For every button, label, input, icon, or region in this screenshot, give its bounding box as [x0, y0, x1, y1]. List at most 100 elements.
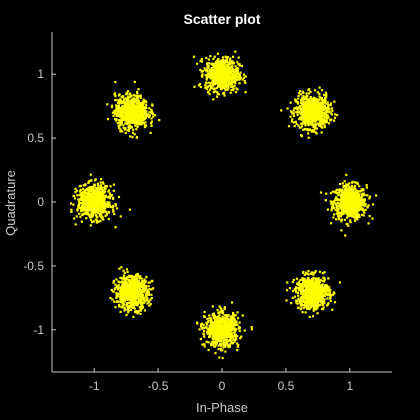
data-point [221, 73, 224, 76]
data-point [351, 206, 354, 209]
data-point [133, 293, 136, 296]
data-point [214, 64, 217, 67]
data-point [324, 112, 327, 115]
data-point [215, 320, 218, 324]
data-point [223, 86, 226, 89]
data-point [124, 97, 127, 100]
data-point [296, 113, 299, 116]
data-point [121, 302, 124, 305]
data-point [220, 85, 223, 88]
data-point [200, 57, 203, 61]
data-point [211, 81, 214, 84]
data-point [128, 289, 131, 292]
data-point [134, 109, 137, 112]
data-point [119, 276, 122, 279]
data-point [139, 105, 143, 108]
data-point [128, 93, 131, 96]
data-point [98, 190, 101, 193]
data-point [226, 318, 229, 321]
data-point [304, 107, 307, 110]
data-point [79, 188, 82, 191]
data-point [99, 212, 102, 215]
data-point [118, 110, 121, 113]
data-point [305, 92, 308, 95]
data-point [209, 326, 213, 329]
data-point [211, 340, 215, 343]
data-point [123, 98, 126, 101]
data-point [229, 62, 233, 65]
data-point [150, 120, 153, 123]
data-point [101, 186, 104, 189]
data-point [323, 124, 326, 127]
data-point [135, 99, 138, 102]
data-point [137, 284, 140, 288]
data-point [150, 297, 153, 300]
data-point [294, 98, 297, 101]
data-point [239, 76, 242, 79]
data-point [134, 105, 137, 108]
data-point [356, 190, 359, 193]
data-point [116, 122, 119, 125]
data-point [312, 114, 315, 117]
data-point [318, 95, 321, 98]
data-point [229, 317, 232, 320]
data-point [121, 105, 124, 108]
data-point [136, 125, 139, 128]
data-point [116, 108, 120, 111]
data-point [98, 213, 102, 216]
data-point [314, 104, 317, 107]
data-point [131, 102, 134, 105]
data-point [294, 100, 297, 103]
data-point [82, 201, 85, 204]
data-point [218, 331, 221, 334]
data-point [201, 327, 204, 330]
data-point [205, 82, 208, 85]
data-point [221, 315, 224, 318]
data-point [140, 291, 143, 294]
data-point [123, 274, 126, 277]
data-point [234, 65, 237, 68]
data-point [92, 220, 95, 223]
data-point [207, 348, 210, 352]
data-point [109, 194, 112, 197]
data-point [329, 119, 332, 122]
data-point [98, 191, 101, 195]
data-point [124, 127, 127, 130]
data-point [107, 202, 110, 205]
data-point [358, 185, 361, 188]
data-point [304, 110, 308, 113]
data-point [158, 119, 161, 122]
data-point [224, 338, 227, 341]
data-point [231, 322, 234, 325]
data-point [125, 296, 128, 299]
data-point [296, 101, 299, 104]
data-point [119, 130, 122, 133]
data-point [348, 205, 352, 208]
data-point [229, 334, 232, 337]
data-point [88, 186, 92, 189]
data-point [231, 65, 234, 68]
data-point [199, 85, 202, 89]
data-point [339, 199, 342, 202]
data-point [357, 199, 360, 202]
data-point [89, 224, 92, 227]
data-point [97, 192, 100, 195]
data-point [102, 209, 105, 212]
data-point [122, 282, 125, 285]
data-point [203, 326, 206, 329]
data-point [123, 104, 126, 108]
data-point [128, 285, 131, 288]
data-point [127, 311, 130, 314]
data-point [130, 94, 133, 97]
data-point [88, 189, 91, 192]
data-point [250, 326, 253, 329]
data-point [236, 71, 239, 74]
data-point [362, 214, 365, 217]
data-point [208, 88, 211, 91]
data-point [311, 130, 314, 133]
data-point [126, 129, 129, 132]
data-point [131, 114, 134, 117]
data-point [85, 202, 88, 205]
data-point [225, 334, 228, 337]
data-point [302, 115, 305, 119]
